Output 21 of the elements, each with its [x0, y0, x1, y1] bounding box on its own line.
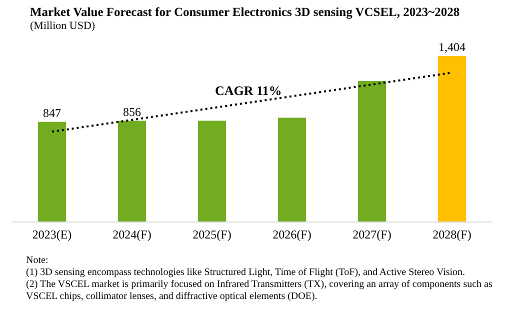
x-tick-label: 2027(F) — [352, 228, 392, 242]
data-label: 847 — [43, 106, 61, 120]
x-tick-label: 2025(F) — [192, 228, 232, 242]
chart-title: Market Value Forecast for Consumer Electronics 3D sensing VCSEL, 2023~2028 — [30, 5, 460, 20]
bar — [278, 118, 306, 222]
text: Note: — [26, 255, 50, 267]
text: (2) The VSCEL market is primarily focused on Infrared Transmitters (TX), covering an array of components such as VSCEL chips, collimator lenses, and diffractive optical elements (DOE). — [26, 279, 494, 303]
text: (1) 3D sensing encompass technologies like Structured Light, Time of Flight (ToF), and Active Stereo Vision. — [26, 267, 466, 279]
chart-subtitle: (Million USD) — [30, 20, 96, 32]
bar — [358, 80, 386, 222]
x-tick-label: 2026(F) — [272, 228, 312, 242]
bar — [198, 120, 226, 222]
x-tick-label: 2023(E) — [32, 228, 72, 242]
data-label: 1,404 — [438, 40, 466, 54]
data-label: 856 — [123, 104, 141, 119]
x-tick-label: 2024(F) — [112, 228, 152, 242]
annotation: CAGR 11% — [215, 83, 282, 99]
bar — [438, 56, 466, 222]
x-tick-label: 2028(F) — [432, 228, 472, 242]
bar — [38, 122, 66, 222]
bar — [118, 120, 146, 222]
